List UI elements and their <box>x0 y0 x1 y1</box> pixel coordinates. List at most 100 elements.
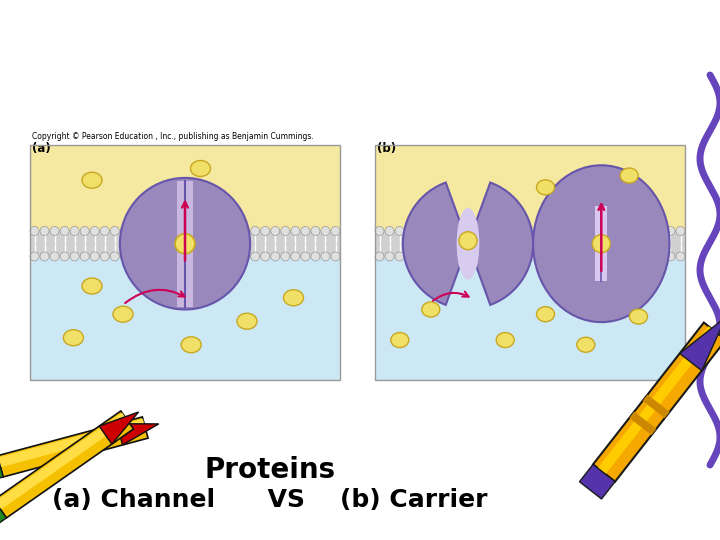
Bar <box>595 206 608 281</box>
Polygon shape <box>680 317 720 370</box>
Circle shape <box>201 226 210 235</box>
Circle shape <box>505 252 514 261</box>
Circle shape <box>595 252 605 261</box>
Circle shape <box>210 226 220 235</box>
Polygon shape <box>598 326 716 474</box>
Circle shape <box>475 252 485 261</box>
Circle shape <box>495 252 505 261</box>
Circle shape <box>251 252 260 261</box>
Circle shape <box>261 252 270 261</box>
Circle shape <box>80 252 89 261</box>
Bar <box>30 145 340 230</box>
Circle shape <box>175 234 195 254</box>
Circle shape <box>181 252 189 261</box>
Circle shape <box>666 252 675 261</box>
Polygon shape <box>0 411 133 518</box>
Circle shape <box>526 252 534 261</box>
Ellipse shape <box>496 333 514 348</box>
Circle shape <box>100 226 109 235</box>
Circle shape <box>445 252 454 261</box>
Circle shape <box>181 226 189 235</box>
Bar <box>30 230 340 258</box>
Ellipse shape <box>82 278 102 294</box>
Circle shape <box>321 226 330 235</box>
Circle shape <box>301 226 310 235</box>
Circle shape <box>426 252 434 261</box>
Circle shape <box>636 226 645 235</box>
Circle shape <box>50 226 59 235</box>
Circle shape <box>70 252 79 261</box>
Circle shape <box>626 252 635 261</box>
Circle shape <box>395 252 404 261</box>
Circle shape <box>516 252 524 261</box>
Circle shape <box>375 226 384 235</box>
Circle shape <box>251 226 260 235</box>
Ellipse shape <box>120 178 250 309</box>
Circle shape <box>585 226 595 235</box>
Ellipse shape <box>284 290 304 306</box>
Circle shape <box>331 226 340 235</box>
Circle shape <box>385 226 394 235</box>
Circle shape <box>291 252 300 261</box>
Circle shape <box>130 226 140 235</box>
Circle shape <box>120 252 130 261</box>
Bar <box>30 145 340 380</box>
Ellipse shape <box>191 160 210 177</box>
Circle shape <box>150 252 159 261</box>
Bar <box>375 230 685 258</box>
Circle shape <box>161 226 169 235</box>
Circle shape <box>301 252 310 261</box>
Circle shape <box>271 252 280 261</box>
Circle shape <box>60 226 69 235</box>
Circle shape <box>230 252 240 261</box>
Circle shape <box>465 252 474 261</box>
Ellipse shape <box>533 165 670 322</box>
Circle shape <box>676 226 685 235</box>
Circle shape <box>50 252 59 261</box>
Circle shape <box>375 252 384 261</box>
Circle shape <box>395 226 404 235</box>
Circle shape <box>546 226 554 235</box>
Circle shape <box>435 226 444 235</box>
Circle shape <box>321 252 330 261</box>
Circle shape <box>220 252 230 261</box>
Polygon shape <box>0 413 127 510</box>
Circle shape <box>150 226 159 235</box>
Circle shape <box>455 226 464 235</box>
Circle shape <box>311 252 320 261</box>
Circle shape <box>230 226 240 235</box>
Circle shape <box>240 226 250 235</box>
Bar <box>375 145 685 380</box>
Circle shape <box>210 252 220 261</box>
Circle shape <box>120 226 130 235</box>
Circle shape <box>616 252 625 261</box>
Ellipse shape <box>536 307 554 322</box>
Circle shape <box>130 252 140 261</box>
Polygon shape <box>580 464 615 499</box>
Circle shape <box>140 252 149 261</box>
Polygon shape <box>593 322 720 482</box>
Circle shape <box>331 252 340 261</box>
Ellipse shape <box>620 168 638 183</box>
Bar <box>375 145 685 230</box>
Polygon shape <box>0 456 3 482</box>
Circle shape <box>201 252 210 261</box>
Ellipse shape <box>237 313 257 329</box>
Circle shape <box>475 226 485 235</box>
Ellipse shape <box>113 306 133 322</box>
Ellipse shape <box>82 172 102 188</box>
Ellipse shape <box>577 338 595 352</box>
Circle shape <box>191 252 199 261</box>
Ellipse shape <box>391 333 409 348</box>
Circle shape <box>415 252 424 261</box>
Circle shape <box>40 226 49 235</box>
Circle shape <box>90 226 99 235</box>
Circle shape <box>566 252 575 261</box>
Circle shape <box>80 226 89 235</box>
Circle shape <box>426 226 434 235</box>
Circle shape <box>646 226 655 235</box>
Wedge shape <box>468 183 533 305</box>
Circle shape <box>606 252 615 261</box>
Circle shape <box>459 232 477 249</box>
Circle shape <box>656 252 665 261</box>
